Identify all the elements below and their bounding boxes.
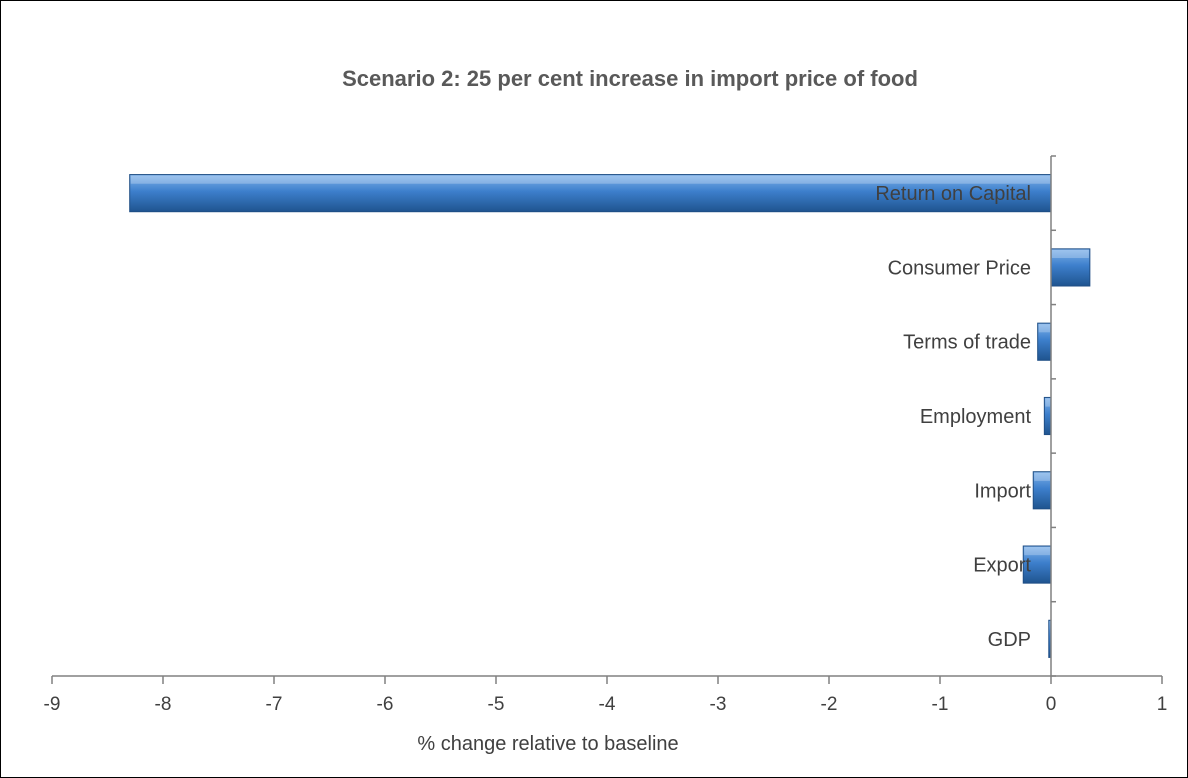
bar-highlight-terms-of-trade xyxy=(1038,324,1050,333)
category-label-export: Export xyxy=(973,555,1031,577)
bar-highlight-employment xyxy=(1045,398,1050,407)
bar-highlight-export xyxy=(1024,547,1050,556)
category-label-consumer-price: Consumer Price xyxy=(888,257,1031,279)
category-label-return-on-capital: Return on Capital xyxy=(875,183,1031,205)
bar-highlight-import xyxy=(1034,472,1050,481)
x-axis-label: % change relative to baseline xyxy=(417,733,679,755)
category-label-terms-of-trade: Terms of trade xyxy=(903,332,1031,354)
x-tick-label: -8 xyxy=(155,694,172,715)
x-tick-label: -3 xyxy=(710,694,727,715)
bar-highlight-return-on-capital xyxy=(130,175,1050,184)
category-label-import: Import xyxy=(974,480,1031,502)
bar-highlight-consumer-price xyxy=(1052,249,1089,259)
x-tick-label: -1 xyxy=(932,694,949,715)
x-tick-label: -5 xyxy=(488,694,505,715)
bar-return-on-capital xyxy=(129,174,1052,213)
x-tick-label: -4 xyxy=(599,694,616,715)
x-tick-label: -7 xyxy=(266,694,283,715)
chart-title: Scenario 2: 25 per cent increase in impo… xyxy=(342,66,918,91)
x-tick-label: 0 xyxy=(1046,694,1057,715)
bar-consumer-price xyxy=(1050,248,1091,287)
category-label-employment: Employment xyxy=(920,406,1032,428)
x-tick-label: -9 xyxy=(44,694,61,715)
x-tick-label: -2 xyxy=(821,694,838,715)
x-tick-label: -6 xyxy=(377,694,394,715)
x-tick-label: 1 xyxy=(1157,694,1168,715)
category-label-gdp: GDP xyxy=(988,629,1031,651)
